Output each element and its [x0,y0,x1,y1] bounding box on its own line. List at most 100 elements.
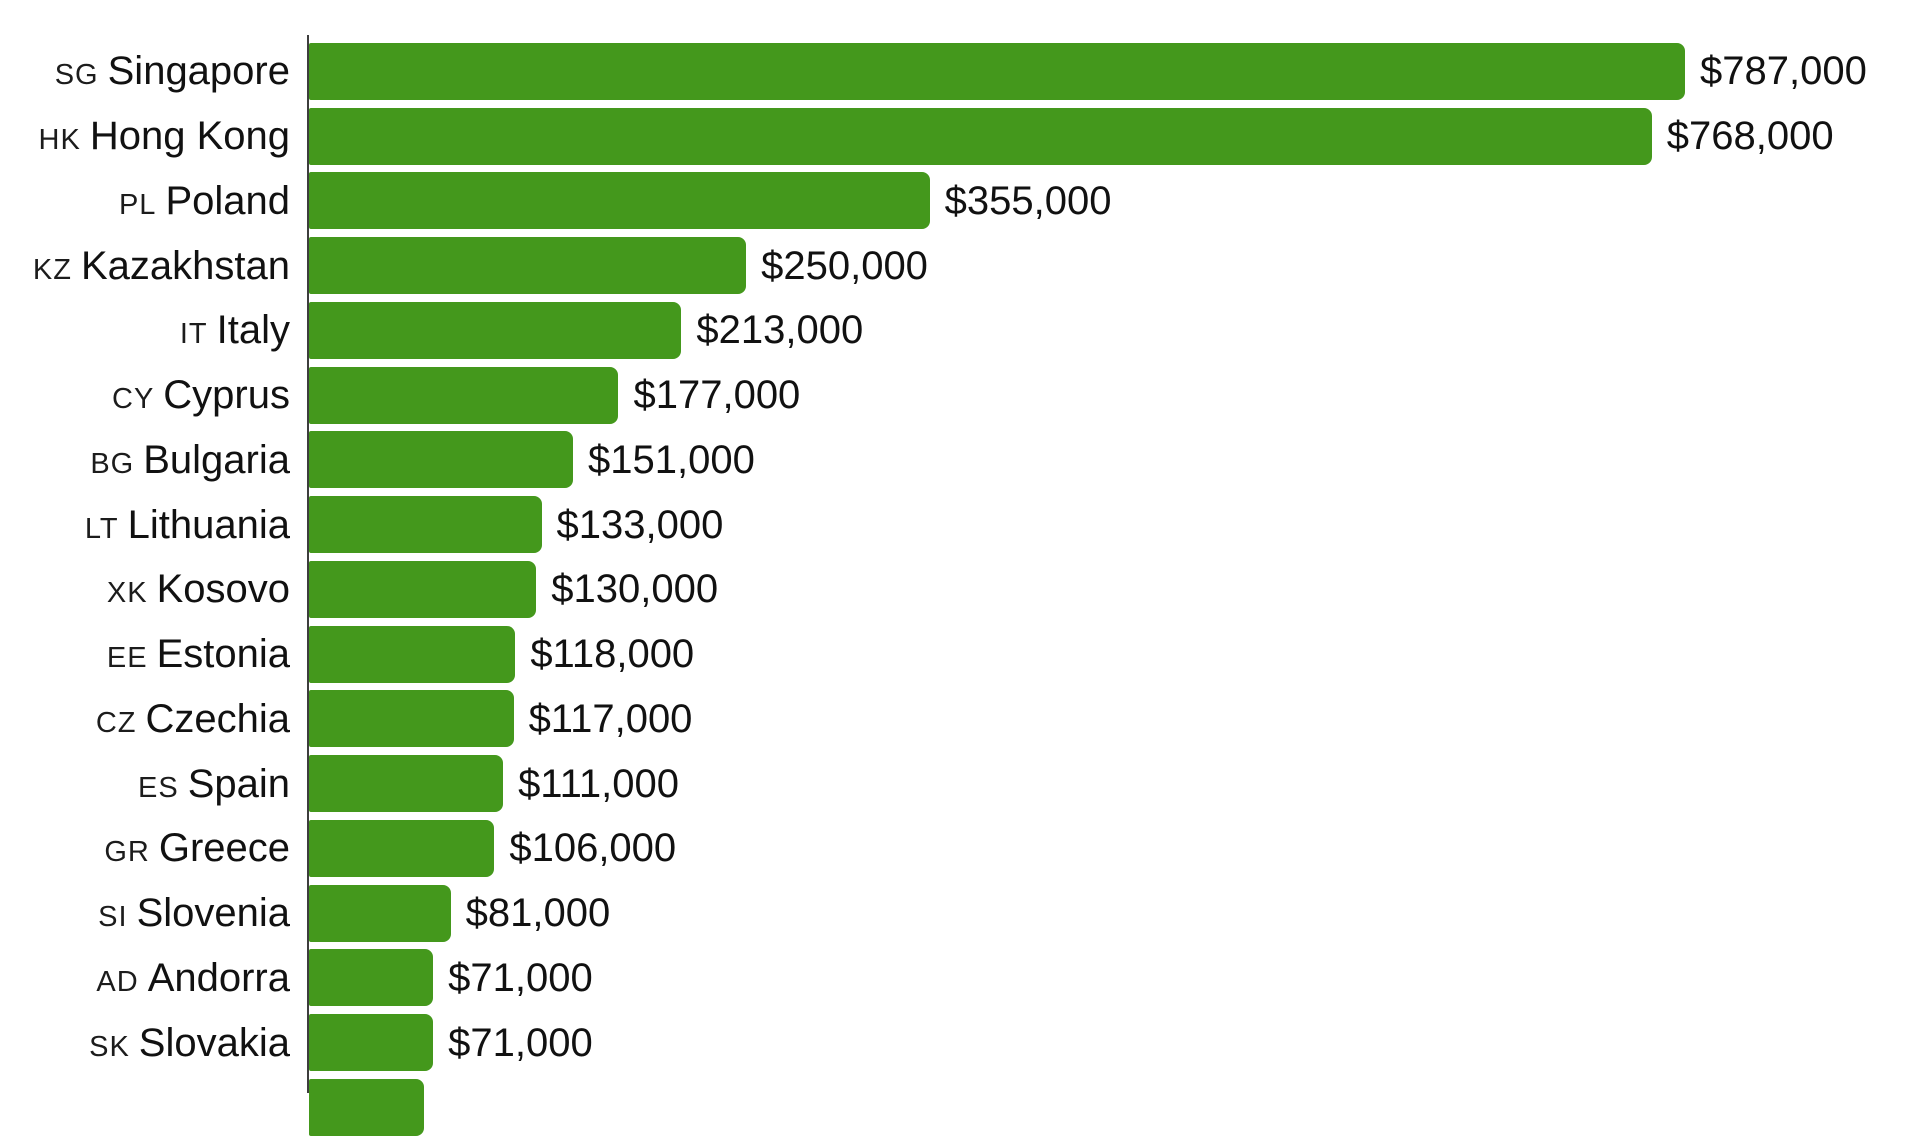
bar-chart: SG Singapore $787,000 HK Hong Kong $768,00… [0,35,1920,1136]
chart-row: CY Cyprus $177,000 [0,363,1920,428]
bar-area: $151,000 [307,428,1920,493]
category-label: PL Poland [0,181,307,221]
bar-area: $355,000 [307,169,1920,234]
bar-area: $111,000 [307,751,1920,816]
country-name: Singapore [107,49,290,94]
bar-area: $71,000 [307,946,1920,1011]
value-bar [309,496,542,554]
country-code: BG [90,447,135,480]
category-label: CZ Czechia [0,699,307,739]
bar-area: $106,000 [307,816,1920,881]
value-bar [309,431,573,489]
country-code: AD [96,965,139,998]
country-name: Kazakhstan [80,243,290,288]
category-label: SG Singapore [0,51,307,91]
value-label: $355,000 [944,178,1112,223]
country-name: Kosovo [156,567,290,612]
bar-area: $71,000 [307,1010,1920,1075]
bar-area: $213,000 [307,298,1920,363]
category-label [0,1087,307,1127]
value-bar [309,690,514,748]
country-code: LT [84,512,119,545]
country-name: Greece [158,826,290,871]
chart-row: PL Poland $355,000 [0,169,1920,234]
chart-row [0,1075,1920,1140]
value-label: $106,000 [509,826,677,871]
category-label: IT Italy [0,310,307,350]
country-name: Cyprus [163,373,290,418]
bar-area: $117,000 [307,687,1920,752]
category-label: HK Hong Kong [0,116,307,156]
category-label: SI Slovenia [0,893,307,933]
value-bar [309,237,747,295]
country-code: GR [104,836,150,869]
y-axis-line [307,35,309,1093]
country-name: Bulgaria [143,437,290,482]
value-label: $71,000 [448,1020,593,1065]
category-label: EE Estonia [0,634,307,674]
category-label: AD Andorra [0,958,307,998]
country-name: Andorra [147,955,290,1000]
chart-row: BG Bulgaria $151,000 [0,428,1920,493]
country-code: PL [118,188,157,221]
value-bar [309,1078,425,1136]
value-bar [309,560,537,618]
category-label: BG Bulgaria [0,440,307,480]
category-label: XK Kosovo [0,569,307,609]
value-bar [309,301,682,359]
value-label: $117,000 [528,696,693,741]
bar-area: $250,000 [307,233,1920,298]
chart-row: LT Lithuania $133,000 [0,492,1920,557]
country-code: SI [98,901,128,934]
value-bar [309,755,504,813]
chart-row: GR Greece $106,000 [0,816,1920,881]
bar-area: $130,000 [307,557,1920,622]
country-name: Poland [165,178,290,223]
value-label: $768,000 [1666,114,1834,159]
country-code: EE [106,642,148,675]
value-bar [309,949,434,1007]
country-name: Italy [216,308,290,353]
category-label: GR Greece [0,828,307,868]
country-code: CZ [95,706,137,739]
category-label: LT Lithuania [0,505,307,545]
category-label: ES Spain [0,764,307,804]
value-bar [309,107,1652,165]
value-label: $133,000 [556,502,724,547]
value-label: $177,000 [633,373,801,418]
country-name: Czechia [145,696,290,741]
value-label: $250,000 [761,243,928,288]
country-code: SK [89,1030,130,1063]
value-label: $151,000 [588,437,755,482]
country-name: Spain [187,761,290,806]
chart-row: EE Estonia $118,000 [0,622,1920,687]
bar-area: $81,000 [307,881,1920,946]
value-label: $71,000 [448,955,593,1000]
country-code: IT [179,318,208,351]
country-name: Lithuania [127,502,290,547]
value-bar [309,1014,434,1072]
country-code: HK [38,124,81,157]
country-code: XK [106,577,148,610]
value-label: $213,000 [696,308,864,353]
chart-row: CZ Czechia $117,000 [0,687,1920,752]
country-name: Slovenia [136,891,290,936]
chart-row: SG Singapore $787,000 [0,39,1920,104]
chart-row: ES Spain $111,000 [0,751,1920,816]
bar-area: $118,000 [307,622,1920,687]
country-name: Estonia [156,632,290,677]
chart-row: IT Italy $213,000 [0,298,1920,363]
category-label: SK Slovakia [0,1023,307,1063]
chart-row: AD Andorra $71,000 [0,946,1920,1011]
value-label: $787,000 [1700,49,1867,94]
country-name: Hong Kong [89,114,290,159]
bar-area: $133,000 [307,492,1920,557]
country-code: SG [54,59,99,92]
country-code: CY [112,383,155,416]
country-name: Slovakia [138,1020,290,1065]
chart-row: XK Kosovo $130,000 [0,557,1920,622]
value-bar [309,366,619,424]
category-label: CY Cyprus [0,375,307,415]
value-label: $130,000 [551,567,719,612]
value-bar [309,172,930,230]
